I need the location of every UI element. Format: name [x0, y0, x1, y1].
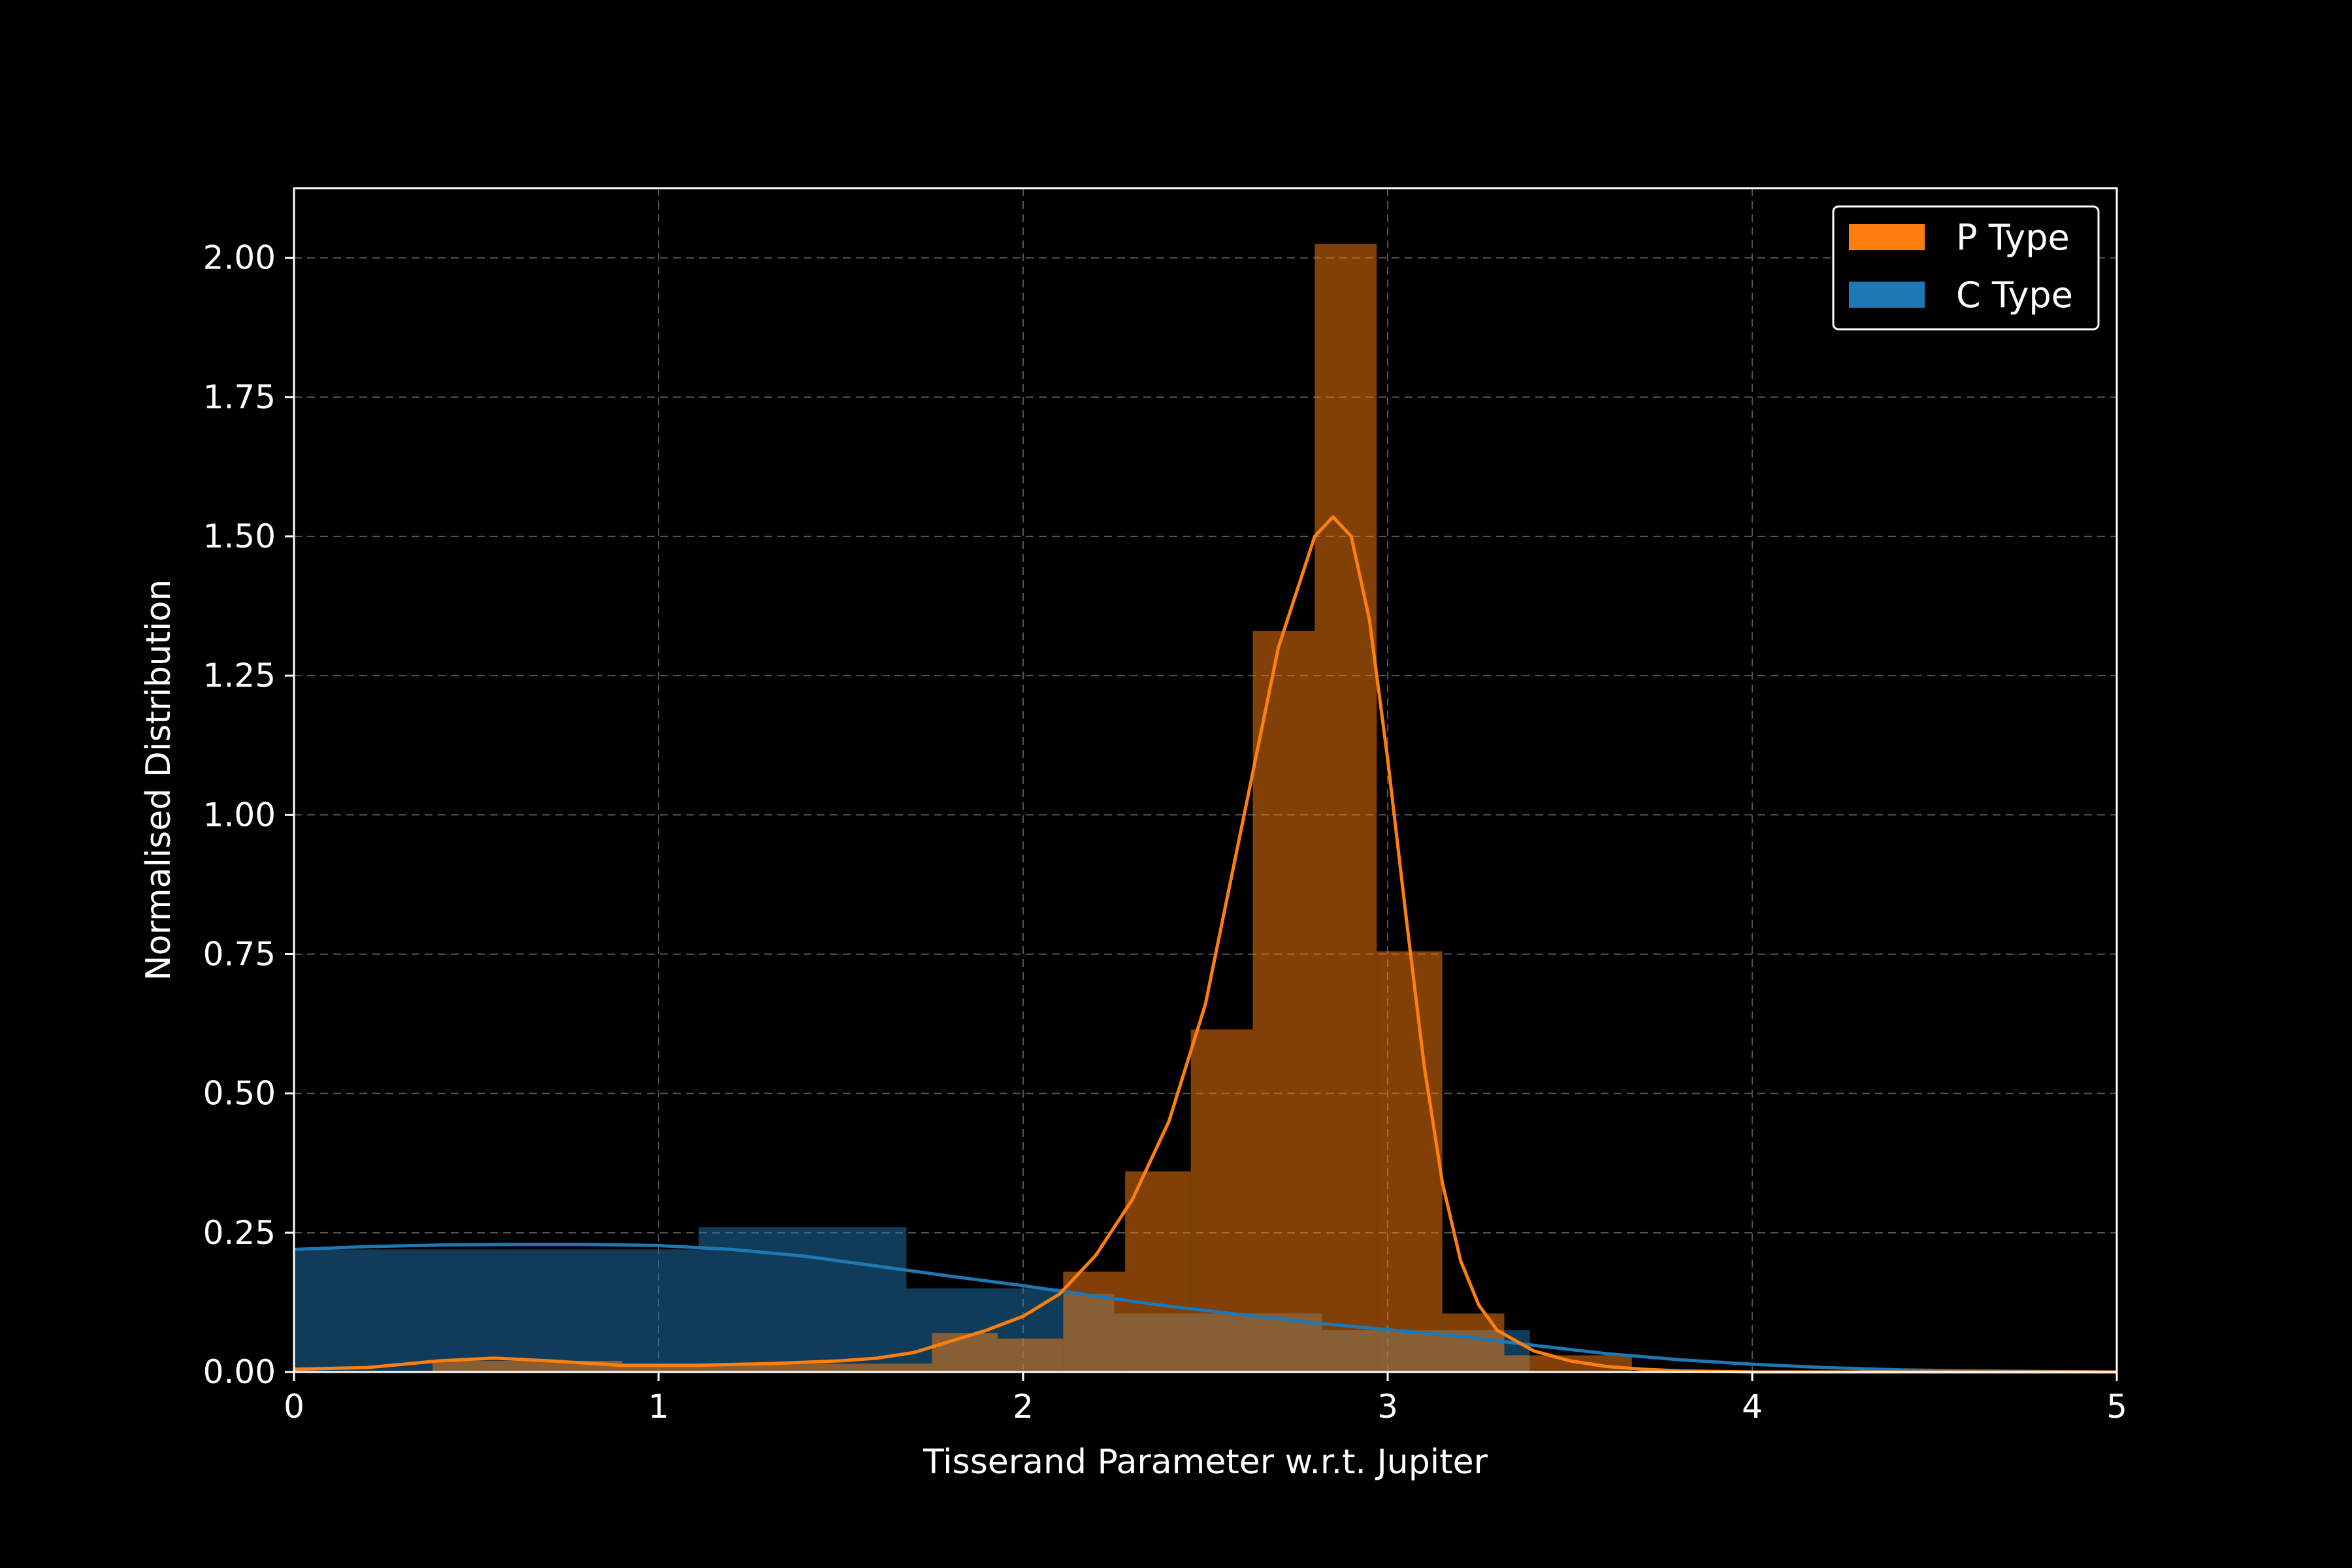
kde-curves [293, 515, 2117, 1374]
y-tick-label: 0.50 [203, 1075, 276, 1113]
y-tick-label: 0.25 [203, 1214, 276, 1252]
histogram-bar-p-type [932, 1333, 998, 1372]
y-axis-label: Normalised Distribution [139, 580, 178, 981]
y-tick-label: 1.75 [203, 378, 276, 416]
x-tick-label: 3 [1377, 1388, 1398, 1426]
x-tick-label: 2 [1013, 1388, 1034, 1426]
histogram-bars [294, 244, 1632, 1373]
x-axis-label: Tisserand Parameter w.r.t. Jupiter [923, 1443, 1488, 1482]
y-tick-label: 2.00 [203, 239, 276, 277]
kde-line-p-type [293, 515, 2117, 1374]
y-tick-label: 1.00 [203, 796, 276, 834]
plot-frame [293, 187, 2118, 1373]
histogram-bar-c-type [698, 1227, 907, 1372]
histogram-bar-p-type [1442, 1313, 1505, 1372]
legend-label-p-type: P Type [1956, 217, 2070, 258]
histogram-bar-p-type [1504, 1355, 1632, 1372]
legend-label-c-type: C Type [1956, 274, 2073, 316]
x-tick-label: 5 [2106, 1388, 2127, 1426]
kde-line-c-type [293, 1243, 2117, 1374]
y-tick-label: 0.75 [203, 935, 276, 973]
histogram-bar-p-type [1190, 1029, 1253, 1372]
histogram-bar-p-type [1377, 951, 1443, 1372]
legend-swatch-c-type [1849, 282, 1925, 308]
histogram-bar-p-type [997, 1338, 1064, 1372]
histogram-bar-p-type [1315, 244, 1377, 1372]
y-tick-label: 0.00 [203, 1353, 276, 1391]
y-tick-label: 1.50 [203, 517, 276, 555]
histogram-bar-p-type [1252, 630, 1315, 1373]
histogram-bar-c-type [491, 1249, 699, 1372]
x-tick-label: 1 [648, 1388, 669, 1426]
legend-swatch-p-type [1849, 224, 1925, 250]
histogram-bar-p-type [1063, 1271, 1126, 1372]
x-tick-label: 4 [1742, 1388, 1763, 1426]
x-tick-label: 0 [284, 1388, 304, 1426]
axis-ticks: 0 1 2 3 4 5 0.00 0.25 0.50 0.75 1.00 1.25 1.50 1.75 2.… [203, 239, 2127, 1426]
legend: P Type C Type [1832, 205, 2100, 331]
y-tick-label: 1.25 [203, 657, 276, 694]
histogram-bar-c-type [294, 1249, 491, 1372]
histogram-bar-p-type [1125, 1171, 1191, 1372]
